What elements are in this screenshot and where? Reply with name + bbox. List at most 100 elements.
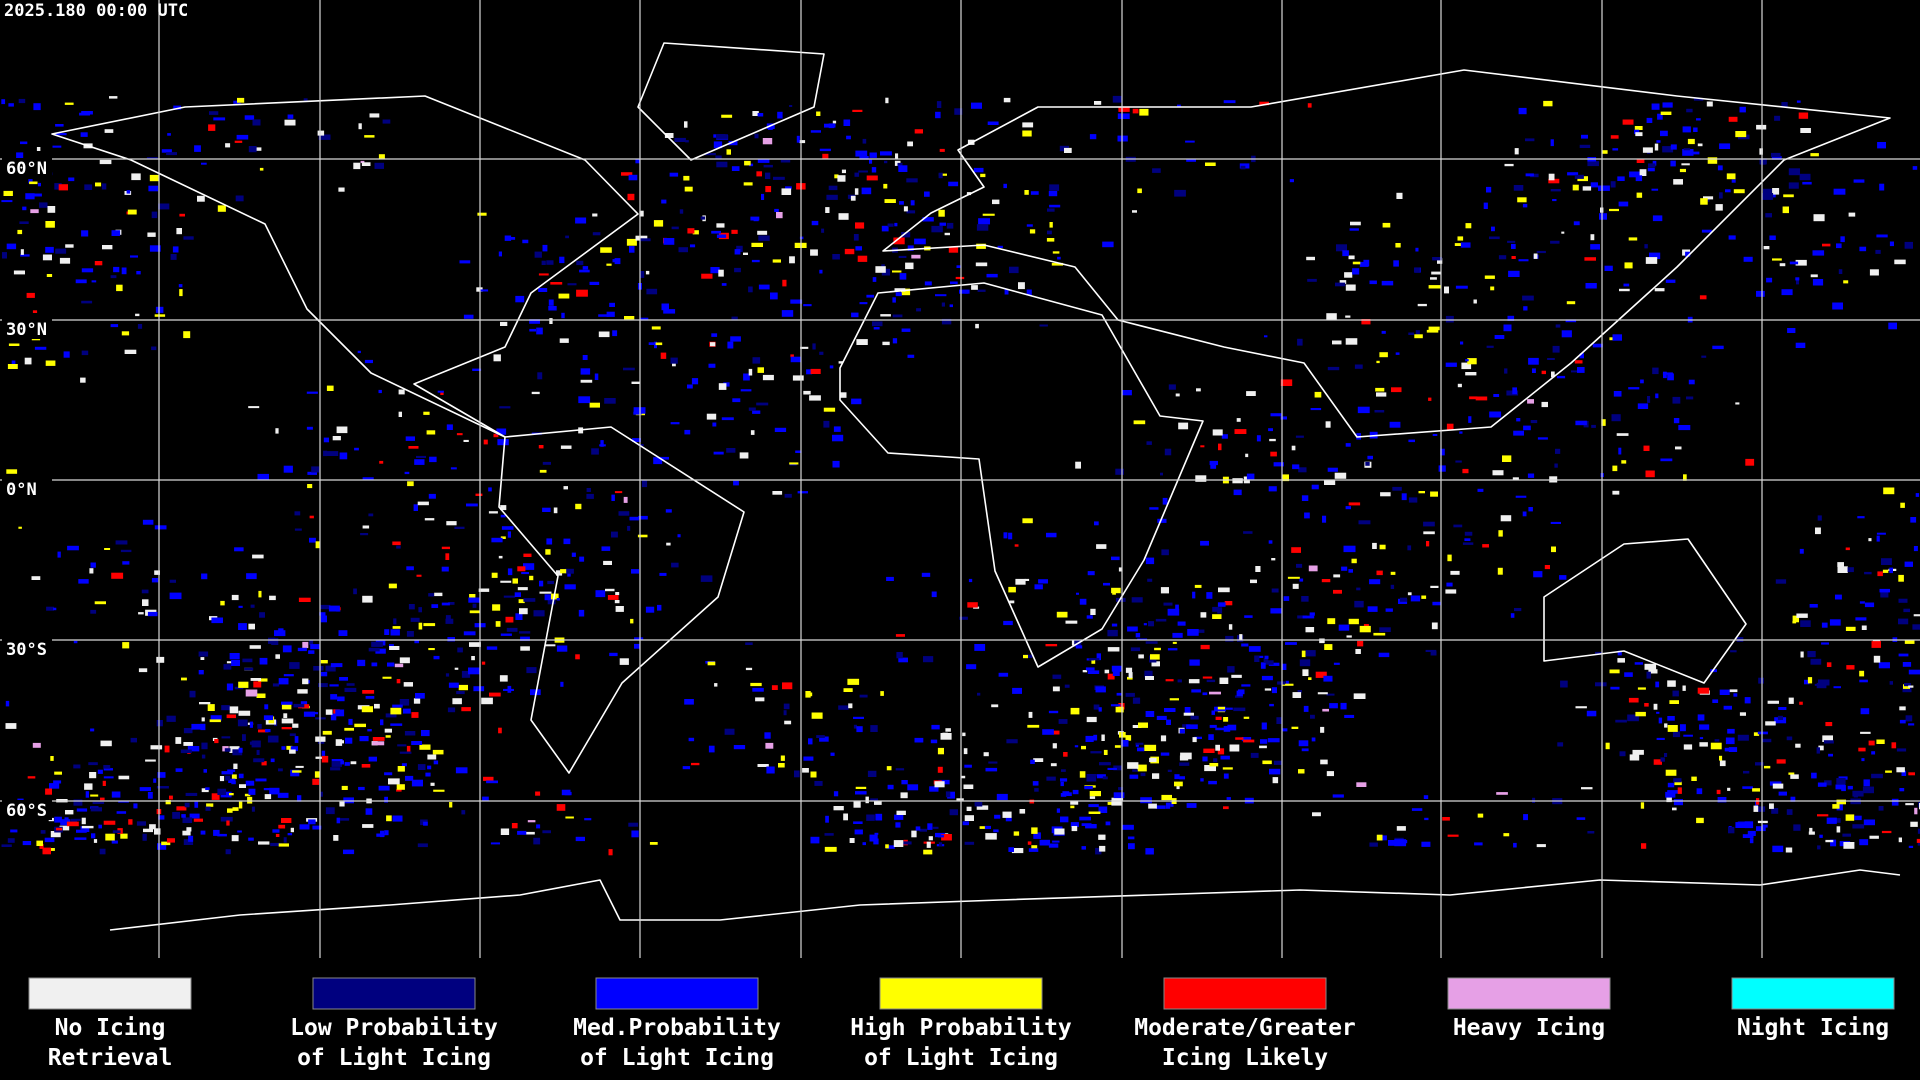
icing-speckle bbox=[1683, 744, 1693, 750]
icing-speckle bbox=[18, 98, 26, 104]
icing-speckle bbox=[28, 179, 33, 184]
icing-speckle bbox=[916, 308, 921, 312]
icing-speckle bbox=[883, 183, 888, 189]
icing-speckle bbox=[895, 768, 905, 771]
icing-speckle bbox=[1649, 252, 1661, 259]
icing-speckle bbox=[154, 314, 166, 317]
icing-speckle bbox=[481, 661, 486, 665]
icing-speckle bbox=[1852, 790, 1864, 797]
icing-speckle bbox=[578, 609, 585, 617]
icing-speckle bbox=[66, 821, 79, 827]
icing-speckle bbox=[865, 796, 869, 804]
icing-speckle bbox=[639, 210, 644, 217]
icing-speckle bbox=[217, 833, 227, 837]
icing-speckle bbox=[39, 202, 48, 208]
icing-speckle bbox=[17, 229, 23, 235]
latitude-label: 60°N bbox=[6, 159, 47, 179]
icing-speckle bbox=[851, 312, 859, 318]
icing-speckle bbox=[461, 707, 471, 712]
icing-speckle bbox=[293, 703, 305, 708]
icing-speckle bbox=[458, 684, 468, 691]
icing-speckle bbox=[614, 491, 623, 494]
icing-speckle bbox=[1855, 617, 1867, 621]
icing-speckle bbox=[1636, 158, 1645, 163]
icing-speckle bbox=[368, 756, 377, 762]
icing-speckle bbox=[964, 841, 975, 845]
icing-speckle bbox=[294, 511, 301, 516]
icing-speckle bbox=[1194, 584, 1202, 588]
icing-speckle bbox=[1528, 357, 1539, 365]
icing-speckle bbox=[1624, 262, 1633, 269]
icing-speckle bbox=[493, 354, 501, 362]
icing-speckle bbox=[679, 209, 684, 214]
icing-speckle bbox=[8, 343, 20, 346]
icing-speckle bbox=[1161, 794, 1172, 801]
icing-speckle bbox=[32, 193, 42, 197]
icing-speckle bbox=[663, 238, 675, 245]
icing-speckle bbox=[1086, 776, 1097, 782]
icing-speckle bbox=[966, 664, 977, 670]
icing-speckle bbox=[7, 838, 15, 843]
icing-speckle bbox=[1790, 774, 1799, 779]
icing-speckle bbox=[36, 147, 41, 151]
icing-speckle bbox=[504, 235, 512, 241]
icing-speckle bbox=[188, 835, 194, 842]
icing-speckle bbox=[1317, 692, 1328, 695]
icing-speckle bbox=[832, 254, 840, 260]
icing-speckle bbox=[655, 342, 663, 346]
icing-speckle bbox=[1170, 610, 1176, 614]
icing-speckle bbox=[116, 284, 123, 292]
icing-speckle bbox=[1862, 786, 1874, 794]
icing-speckle bbox=[1522, 511, 1527, 517]
icing-speckle bbox=[60, 819, 71, 826]
icing-speckle bbox=[150, 745, 163, 750]
icing-speckle bbox=[592, 213, 598, 217]
icing-speckle bbox=[507, 685, 512, 693]
icing-speckle bbox=[394, 663, 404, 668]
icing-speckle bbox=[244, 793, 251, 797]
icing-speckle bbox=[271, 638, 279, 645]
icing-speckle bbox=[1822, 243, 1831, 247]
icing-speckle bbox=[477, 212, 487, 216]
icing-speckle bbox=[1640, 802, 1645, 809]
icing-speckle bbox=[500, 633, 512, 636]
icing-speckle bbox=[1560, 680, 1568, 688]
icing-speckle bbox=[1655, 393, 1659, 399]
icing-speckle bbox=[81, 268, 94, 273]
icing-speckle bbox=[354, 723, 366, 728]
icing-speckle bbox=[728, 140, 738, 146]
icing-speckle bbox=[1824, 780, 1832, 786]
icing-speckle bbox=[441, 602, 450, 606]
icing-speckle bbox=[1086, 615, 1093, 619]
icing-speckle bbox=[937, 766, 943, 773]
icing-speckle bbox=[1095, 847, 1102, 855]
icing-speckle bbox=[1344, 272, 1353, 278]
icing-speckle bbox=[19, 221, 29, 224]
icing-speckle bbox=[333, 835, 339, 841]
icing-speckle bbox=[517, 830, 527, 835]
icing-speckle bbox=[1264, 655, 1269, 659]
icing-speckle bbox=[1788, 182, 1799, 189]
icing-speckle bbox=[89, 772, 97, 779]
icing-speckle bbox=[1129, 774, 1139, 779]
icing-speckle bbox=[1525, 138, 1535, 142]
icing-speckle bbox=[520, 646, 530, 651]
icing-speckle bbox=[1385, 608, 1393, 612]
icing-speckle bbox=[1175, 604, 1179, 612]
icing-speckle bbox=[194, 801, 199, 808]
icing-speckle bbox=[1356, 587, 1361, 591]
icing-speckle bbox=[843, 688, 853, 692]
icing-speckle bbox=[1873, 655, 1881, 663]
icing-speckle bbox=[657, 604, 662, 611]
icing-speckle bbox=[33, 103, 41, 111]
icing-speckle bbox=[372, 737, 385, 741]
icing-speckle bbox=[756, 402, 769, 406]
icing-speckle bbox=[156, 720, 163, 727]
icing-speckle bbox=[1799, 173, 1811, 181]
icing-speckle bbox=[604, 398, 616, 404]
icing-speckle bbox=[482, 796, 489, 801]
icing-speckle bbox=[1367, 455, 1373, 460]
icing-speckle bbox=[1026, 224, 1033, 227]
icing-speckle bbox=[398, 389, 405, 395]
icing-speckle bbox=[104, 548, 111, 550]
